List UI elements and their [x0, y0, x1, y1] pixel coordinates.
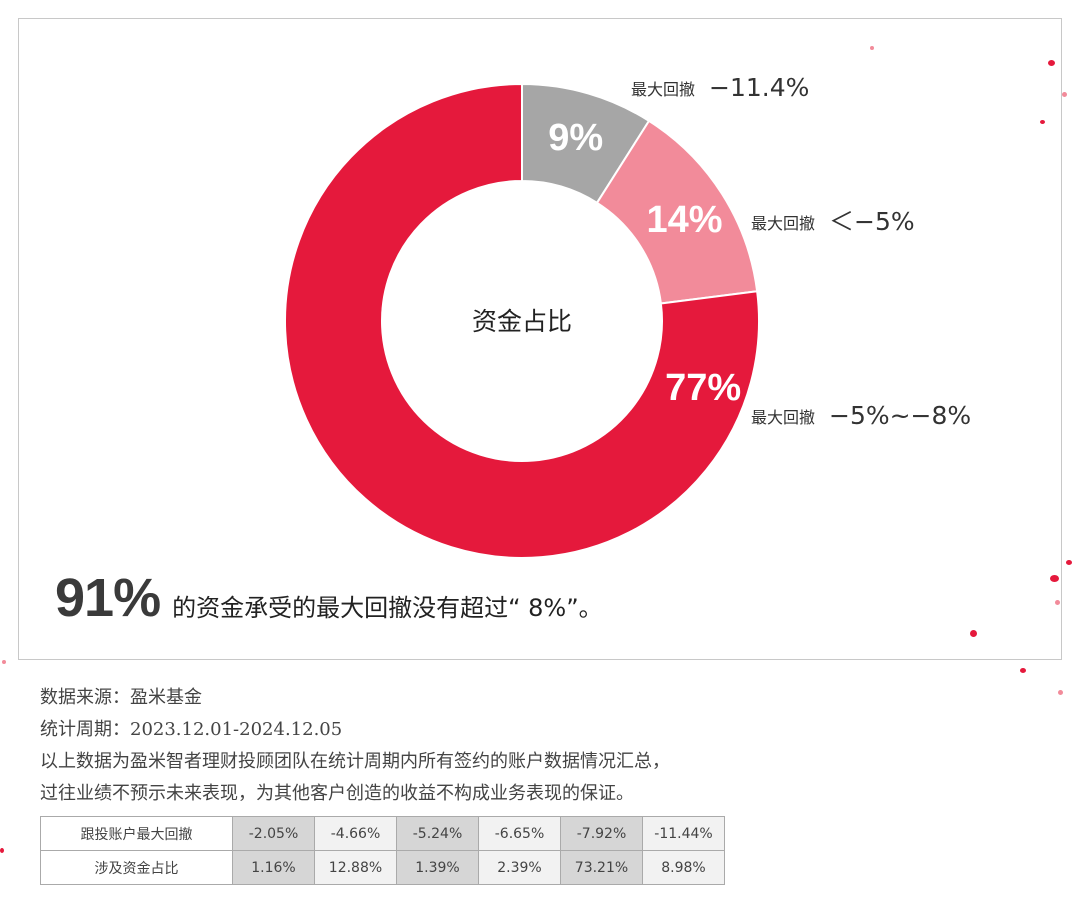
decorative-petal: [1048, 60, 1055, 66]
decorative-petal: [1020, 668, 1026, 673]
drawdown-table: 跟投账户最大回撤 -2.05% -4.66% -5.24% -6.65% -7.…: [40, 816, 725, 885]
donut-center-label: 资金占比: [472, 307, 572, 336]
table-cell: 73.21%: [560, 850, 643, 885]
data-source: 数据来源：盈米基金: [40, 687, 202, 708]
table-cell: 8.98%: [642, 850, 725, 885]
table-cell: 12.88%: [314, 850, 397, 885]
headline: 91% 的资金承受的最大回撤没有超过“ 8%”。: [55, 567, 603, 629]
donut-slice: [284, 82, 760, 559]
table-cell: 1.39%: [396, 850, 479, 885]
note-line-1: 以上数据为盈米智者理财投顾团队在统计周期内所有签约的账户数据情况汇总，: [40, 751, 670, 772]
table-cell: 2.39%: [478, 850, 561, 885]
slice-percent-label: 77%: [665, 367, 741, 409]
slice-percent-label: 14%: [647, 199, 723, 241]
decorative-petal: [1058, 690, 1063, 695]
table-cell: -7.92%: [560, 816, 643, 851]
decorative-petal: [0, 848, 4, 853]
slice-range-label: ＜−5%: [829, 207, 915, 236]
slice-legend-label: 最大回撤: [631, 80, 695, 99]
slice-legend-label: 最大回撤: [751, 408, 815, 427]
decorative-petal: [870, 46, 874, 50]
table-cell: -4.66%: [314, 816, 397, 851]
decorative-petal: [1062, 92, 1067, 97]
row-header: 跟投账户最大回撤: [40, 816, 233, 851]
table-row: 涉及资金占比 1.16% 12.88% 1.39% 2.39% 73.21% 8…: [40, 850, 725, 885]
table-cell: -6.65%: [478, 816, 561, 851]
slice-range-label: −5%~−8%: [829, 401, 971, 430]
table-row: 跟投账户最大回撤 -2.05% -4.66% -5.24% -6.65% -7.…: [40, 816, 725, 851]
slice-percent-label: 9%: [548, 117, 603, 159]
decorative-petal: [1055, 600, 1060, 605]
table-cell: -2.05%: [232, 816, 315, 851]
decorative-petal: [1040, 120, 1045, 124]
headline-text: 的资金承受的最大回撤没有超过“ 8%”。: [172, 594, 603, 622]
decorative-petal: [970, 630, 977, 637]
stat-period: 统计周期：2023.12.01-2024.12.05: [40, 719, 343, 740]
table-cell: 1.16%: [232, 850, 315, 885]
donut-chart: 9% 最大回撤 −11.4% 14% 最大回撤 ＜−5% 77% 最大回撤 −5%~−8% 资金占…: [284, 73, 971, 559]
decorative-petal: [1050, 575, 1059, 582]
note-line-2: 过往业绩不预示未来表现，为其他客户创造的收益不构成业务表现的保证。: [40, 783, 634, 804]
table-cell: -5.24%: [396, 816, 479, 851]
notes: 数据来源：盈米基金 统计周期：2023.12.01-2024.12.05 以上数…: [40, 682, 670, 810]
table-cell: -11.44%: [642, 816, 725, 851]
headline-percent: 91%: [55, 568, 161, 628]
chart-card: 9% 最大回撤 −11.4% 14% 最大回撤 ＜−5% 77% 最大回撤 −5%~−8% 资金占…: [18, 18, 1062, 660]
row-header: 涉及资金占比: [40, 850, 233, 885]
decorative-petal: [1066, 560, 1072, 565]
slice-range-label: −11.4%: [709, 73, 809, 102]
slice-legend-label: 最大回撤: [751, 214, 815, 233]
decorative-petal: [2, 660, 6, 664]
